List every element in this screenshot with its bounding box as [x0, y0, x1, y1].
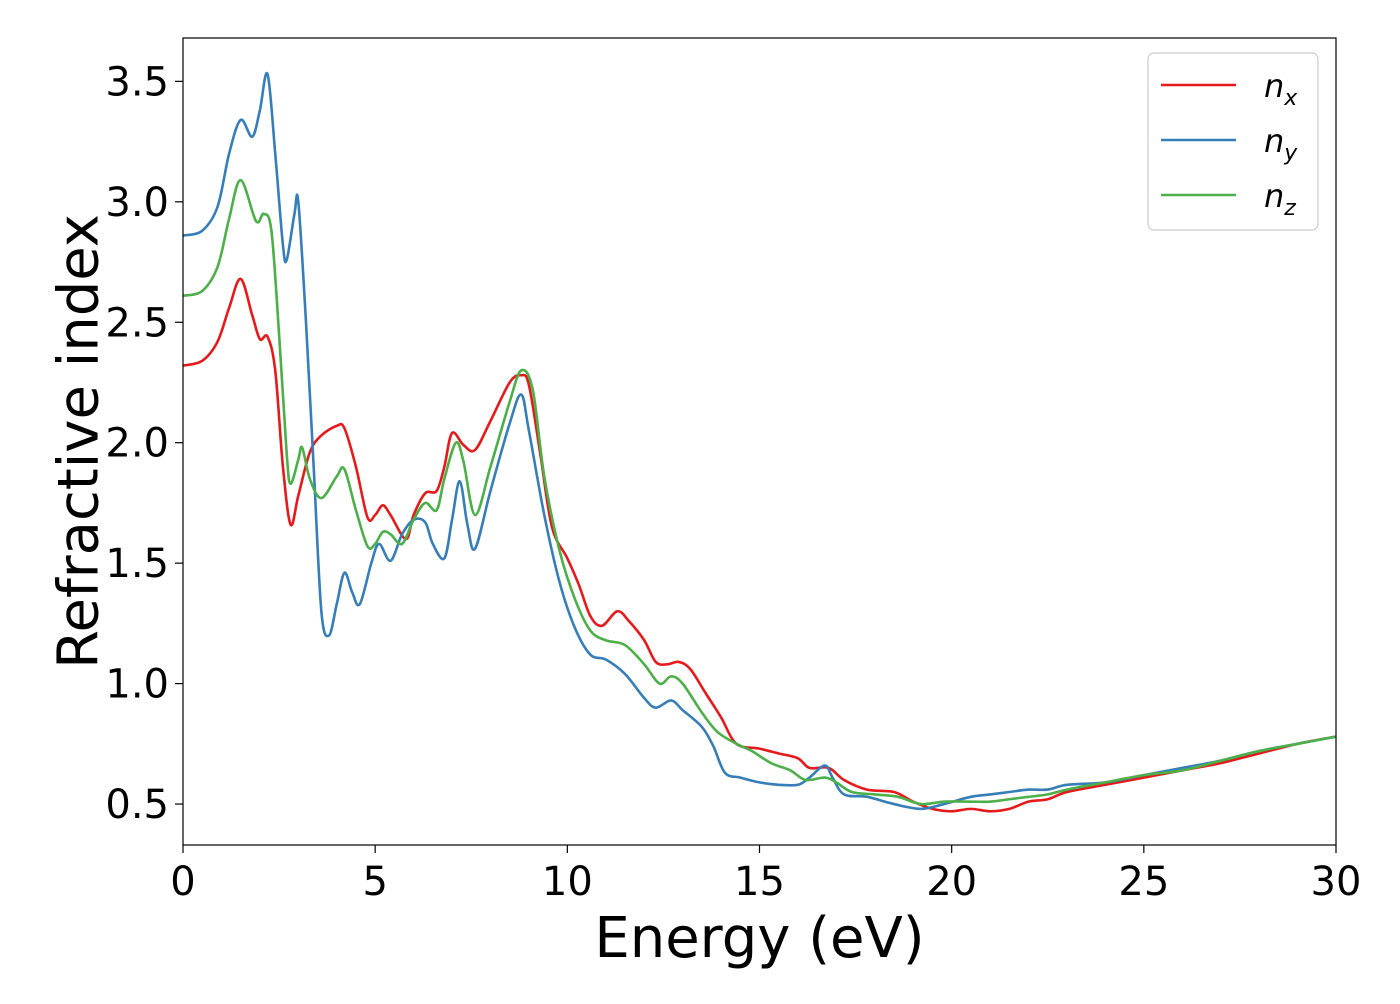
legend-entry: nx — [1161, 67, 1298, 111]
y-tick-label: 2.0 — [105, 421, 169, 467]
series-layer — [183, 71, 1336, 813]
x-axis-title: Energy (eV) — [594, 906, 924, 971]
x-tick-label: 10 — [542, 859, 593, 905]
legend-label: nx — [1264, 67, 1298, 111]
x-tick-label: 5 — [362, 859, 387, 905]
y-tick-label: 1.5 — [105, 541, 169, 587]
y-tick-label: 3.0 — [105, 180, 169, 226]
legend: nx ny nz — [1147, 52, 1319, 231]
x-axis-ticks: 0 5 10 15 20 25 30 — [170, 845, 1361, 905]
y-tick-label: 3.5 — [105, 59, 169, 105]
x-tick-label: 15 — [734, 859, 785, 905]
legend-label: ny — [1264, 122, 1298, 166]
series-line-n-z — [183, 178, 1336, 806]
legend-entry: ny — [1161, 122, 1298, 166]
legend-entry: nz — [1161, 177, 1296, 221]
y-tick-label: 0.5 — [105, 782, 169, 828]
y-tick-label: 2.5 — [105, 300, 169, 346]
x-tick-label: 30 — [1311, 859, 1362, 905]
x-tick-label: 20 — [926, 859, 977, 905]
legend-box — [1147, 52, 1319, 231]
y-axis-ticks: 0.5 1.0 1.5 2.0 2.5 3.0 3.5 — [105, 59, 183, 828]
series-line-n-x — [183, 277, 1336, 813]
x-tick-label: 0 — [170, 859, 195, 905]
x-tick-label: 25 — [1118, 859, 1169, 905]
y-axis-title: Refractive index — [47, 214, 112, 669]
legend-label: nz — [1264, 177, 1296, 221]
y-tick-label: 1.0 — [105, 662, 169, 708]
